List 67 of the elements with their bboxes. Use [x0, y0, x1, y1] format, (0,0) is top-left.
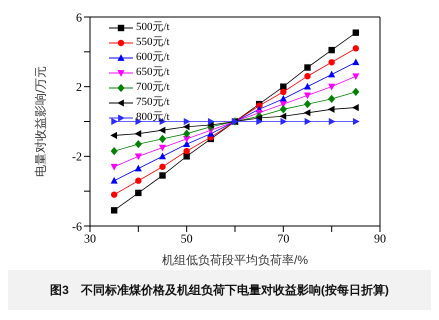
legend-label: 600元/t — [136, 50, 170, 65]
y-axis-title: 电量对收益影响/万元 — [33, 66, 48, 178]
point — [352, 45, 360, 52]
point — [328, 70, 336, 78]
point — [135, 190, 142, 196]
point — [328, 118, 336, 126]
y-tick-label: -2 — [72, 150, 82, 164]
x-axis-title: 机组低负荷段平均负荷率/% — [162, 253, 308, 267]
point — [328, 59, 335, 66]
point — [184, 118, 191, 126]
x-tick-label: 50 — [180, 232, 193, 246]
point — [328, 84, 336, 91]
point — [280, 105, 287, 114]
point — [159, 164, 166, 170]
point — [352, 88, 360, 96]
point — [158, 152, 166, 160]
point — [328, 94, 336, 104]
x-tick-label: 90 — [374, 232, 386, 246]
point — [304, 73, 311, 80]
legend-label: 550元/t — [136, 35, 170, 50]
point — [158, 134, 166, 144]
legend-label: 750元/t — [136, 95, 170, 110]
point — [111, 118, 118, 126]
point — [280, 118, 288, 126]
point — [328, 46, 335, 54]
point — [352, 29, 360, 36]
legend-label: 500元/t — [136, 20, 170, 35]
legend-label: 700元/t — [136, 80, 170, 95]
point — [182, 123, 190, 130]
text: 图3 不同标准煤价格及机组负荷下电量对收益影响(按每日折算) — [8, 270, 431, 310]
y-tick-label: 6 — [76, 10, 82, 24]
point — [183, 140, 190, 148]
point — [208, 118, 215, 126]
point — [110, 176, 118, 184]
point — [352, 118, 360, 126]
point — [158, 126, 166, 134]
point — [134, 140, 142, 148]
legend-label: 650元/t — [136, 65, 170, 80]
point — [280, 88, 287, 96]
y-tick-label: -6 — [72, 219, 82, 234]
point — [352, 73, 360, 80]
point — [256, 118, 264, 126]
point — [304, 118, 312, 126]
x-tick-label: 30 — [84, 232, 96, 246]
legend-label: 800元/t — [136, 110, 170, 125]
point — [352, 58, 360, 66]
point — [304, 100, 312, 108]
point — [158, 144, 166, 152]
point — [304, 109, 310, 116]
point — [328, 106, 335, 113]
point — [110, 132, 118, 139]
point — [279, 112, 286, 120]
point — [183, 130, 190, 138]
y-tick-label: 2 — [76, 80, 82, 94]
point — [352, 104, 359, 112]
point — [183, 148, 190, 154]
point — [304, 82, 312, 90]
point — [110, 164, 118, 171]
point — [135, 178, 142, 184]
point — [110, 191, 118, 198]
point — [304, 92, 312, 100]
point — [110, 207, 118, 214]
point — [134, 153, 142, 160]
point — [110, 146, 118, 156]
point — [134, 164, 142, 172]
x-tick-label: 70 — [277, 232, 290, 246]
point — [134, 130, 142, 138]
